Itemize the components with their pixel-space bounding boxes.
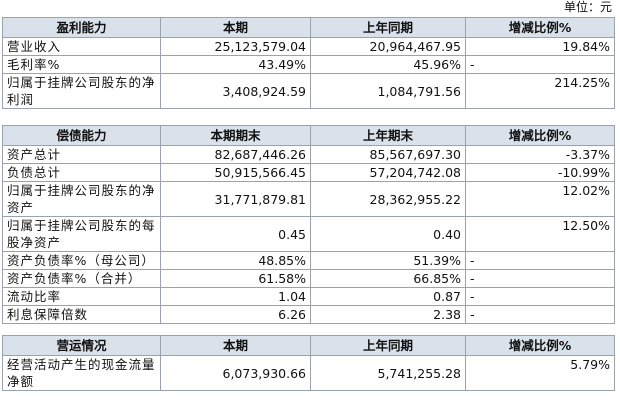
cell: - [465, 287, 615, 306]
cell: 51.39% [310, 251, 466, 270]
header-cell: 营运情况 [2, 335, 161, 356]
cell: 归属于挂牌公司股东的每股净资产 [2, 216, 161, 252]
cell: 0.40 [310, 216, 466, 252]
data-row: 负债总计 50,915,566.45 57,204,742.08 -10.99% [2, 163, 615, 182]
header-cell: 增减比例% [465, 125, 615, 146]
cell: 48.85% [160, 251, 311, 270]
header-cell: 上年同期 [310, 17, 466, 38]
cell: 31,771,879.81 [160, 181, 311, 217]
cell: 43.49% [160, 55, 311, 74]
header-cell: 上年期末 [310, 125, 466, 146]
data-row: 流动比率 1.04 0.87- [2, 287, 615, 306]
cell: 0.87 [310, 287, 466, 306]
cell: 6,073,930.66 [160, 355, 311, 391]
cell: 57,204,742.08 [310, 163, 466, 182]
cell: -3.37% [465, 145, 615, 164]
cell: - [465, 55, 615, 74]
cell: 3,408,924.59 [160, 73, 311, 109]
cell: 0.45 [160, 216, 311, 252]
header-row: 盈利能力 本期 上年同期 增减比例% [2, 17, 615, 38]
cell: 12.02% [465, 181, 615, 217]
cell: - [465, 305, 615, 324]
cell: 毛利率% [2, 55, 161, 74]
cell: 20,964,467.95 [310, 37, 466, 56]
cell: 5,741,255.28 [310, 355, 466, 391]
data-row: 经营活动产生的现金流量净额 6,073,930.66 5,741,255.28 5.7… [2, 355, 615, 391]
header-cell: 盈利能力 [2, 17, 161, 38]
section-table: 盈利能力 本期 上年同期 增减比例% 营业收入 25,123,579.04 20,964,4… [2, 17, 615, 109]
cell: 负债总计 [2, 163, 161, 182]
data-row: 资产负债率%（母公司） 48.85% 51.39% - [2, 251, 615, 270]
data-row: 资产总计 82,687,446.26 85,567,697.30 -3.37% [2, 145, 615, 164]
header-cell: 本期 [160, 17, 311, 38]
data-row: 资产负债率%（合并） 61.58% 66.85% - [2, 269, 615, 288]
cell: 2.38 [310, 305, 466, 324]
header-cell: 本期期末 [160, 125, 311, 146]
section-table: 偿债能力 本期期末 上年期末 增减比例% 资产总计 82,687,446.26 85,567… [2, 125, 615, 324]
cell: 1,084,791.56 [310, 73, 466, 109]
cell: -10.99% [465, 163, 615, 182]
cell: 归属于挂牌公司股东的净资产 [2, 181, 161, 217]
data-row: 归属于挂牌公司股东的净资产 31,771,879.81 28,362,955.22 1… [2, 181, 615, 217]
cell: - [465, 269, 615, 288]
cell: 资产总计 [2, 145, 161, 164]
cell: 19.84% [465, 37, 615, 56]
header-cell: 上年同期 [310, 335, 466, 356]
cell: 66.85% [310, 269, 466, 288]
cell: 214.25% [465, 73, 615, 109]
cell: 85,567,697.30 [310, 145, 466, 164]
cell: 82,687,446.26 [160, 145, 311, 164]
cell: 资产负债率%（合并） [2, 269, 161, 288]
data-row: 毛利率% 43.49% 45.96% - [2, 55, 615, 74]
cell: 经营活动产生的现金流量净额 [2, 355, 161, 391]
cell: 1.04 [160, 287, 311, 306]
data-row: 利息保障倍数 6.26 2.38- [2, 305, 615, 324]
cell: 6.26 [160, 305, 311, 324]
data-row: 营业收入 25,123,579.04 20,964,467.95 19.84% [2, 37, 615, 56]
section-table: 营运情况 本期 上年同期 增减比例% 经营活动产生的现金流量净额 6,073,930.66… [2, 335, 615, 391]
header-row: 营运情况 本期 上年同期 增减比例% [2, 335, 615, 356]
cell: 28,362,955.22 [310, 181, 466, 217]
cell: 资产负债率%（母公司） [2, 251, 161, 270]
header-cell: 本期 [160, 335, 311, 356]
header-cell: 增减比例% [465, 335, 615, 356]
cell: 45.96% [310, 55, 466, 74]
data-row: 归属于挂牌公司股东的净利润 3,408,924.59 1,084,791.56 214… [2, 73, 615, 109]
cell: 50,915,566.45 [160, 163, 311, 182]
cell: 利息保障倍数 [2, 305, 161, 324]
cell: 营业收入 [2, 37, 161, 56]
cell: 归属于挂牌公司股东的净利润 [2, 73, 161, 109]
cell: - [465, 251, 615, 270]
cell: 61.58% [160, 269, 311, 288]
unit-label: 单位：元 [563, 0, 612, 14]
header-cell: 增减比例% [465, 17, 615, 38]
header-cell: 偿债能力 [2, 125, 161, 146]
header-row: 偿债能力 本期期末 上年期末 增减比例% [2, 125, 615, 146]
cell: 流动比率 [2, 287, 161, 306]
cell: 25,123,579.04 [160, 37, 311, 56]
cell: 5.79% [465, 355, 615, 391]
data-row: 归属于挂牌公司股东的每股净资产 0.45 0.40 12.50% [2, 216, 615, 252]
cell: 12.50% [465, 216, 615, 252]
